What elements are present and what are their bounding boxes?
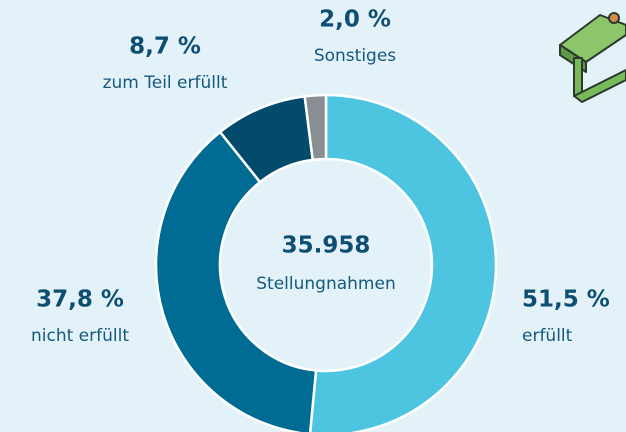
total-value: 35.958 <box>282 233 371 259</box>
value-label: 2,0 % <box>319 7 391 33</box>
category-label: erfüllt <box>522 326 573 346</box>
donut-segment <box>308 93 498 432</box>
category-label: nicht erfüllt <box>31 326 129 346</box>
value-label: 8,7 % <box>129 34 201 60</box>
category-label: zum Teil erfüllt <box>103 73 228 93</box>
donut-segment <box>154 130 318 432</box>
total-name: Stellungnahmen <box>256 274 395 294</box>
category-label: Sonstiges <box>314 46 396 66</box>
value-label: 51,5 % <box>522 287 610 313</box>
value-label: 37,8 % <box>36 287 124 313</box>
donut-segment <box>303 93 328 162</box>
bench-icon <box>559 12 626 103</box>
